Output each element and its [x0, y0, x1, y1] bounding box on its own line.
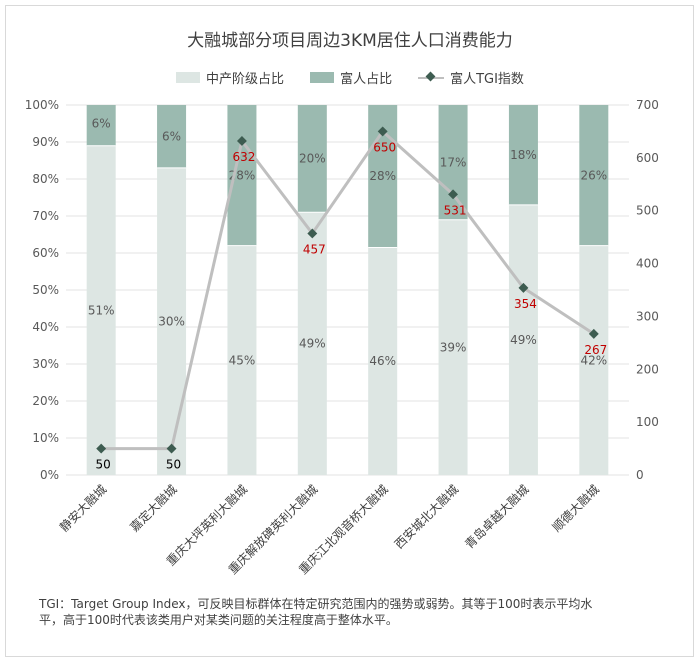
- y-left-tick-label: 50%: [32, 283, 59, 297]
- y-right-tick-label: 400: [636, 257, 659, 271]
- y-right-tick-label: 500: [636, 204, 659, 218]
- data-label-rich: 18%: [510, 148, 537, 162]
- legend-swatch-rich: [310, 71, 335, 83]
- data-label-rich: 6%: [162, 129, 181, 143]
- bar-rich: [579, 105, 609, 246]
- data-label-rich: 28%: [369, 169, 396, 183]
- y-right-tick-label: 600: [636, 151, 659, 165]
- data-label-middle-class: 45%: [229, 353, 256, 367]
- y-left-tick-label: 70%: [32, 209, 59, 223]
- tgi-value-label: 267: [584, 343, 607, 357]
- tgi-line: [101, 129, 595, 451]
- y-left-tick-label: 60%: [32, 246, 59, 260]
- footnote: TGI：Target Group Index，可反映目标群体在特定研究范围内的强…: [39, 597, 593, 627]
- legend-swatch-tgi: [418, 72, 445, 83]
- data-label-rich: 26%: [580, 168, 607, 182]
- data-label-middle-class: 30%: [158, 314, 185, 328]
- x-category-label: 西安城北大融城: [391, 482, 461, 552]
- x-category-label: 静安大融城: [56, 482, 109, 535]
- tgi-marker: [307, 228, 318, 239]
- data-label-middle-class: 51%: [88, 303, 115, 317]
- bar-middle-class: [508, 204, 538, 475]
- x-category-label: 顺德大融城: [549, 482, 602, 535]
- tgi-marker: [166, 443, 177, 454]
- y-right-tick-label: 100: [636, 415, 659, 429]
- y-left-tick-label: 90%: [32, 135, 59, 149]
- tgi-marker: [448, 189, 459, 200]
- legend-label-rich: 富人占比: [340, 71, 393, 87]
- y-left-tick-label: 10%: [32, 431, 59, 445]
- legend-item-middle-class: 中产阶级占比: [176, 67, 284, 87]
- tgi-value-label: 531: [444, 203, 467, 217]
- bar-middle-class: [438, 219, 468, 475]
- y-left-tick-label: 100%: [25, 98, 59, 112]
- y-right-tick-label: 700: [636, 98, 659, 112]
- tgi-value-label: 457: [303, 242, 326, 256]
- y-left-tick-label: 30%: [32, 357, 59, 371]
- chart-frame: [5, 5, 694, 657]
- data-label-middle-class: 49%: [299, 337, 326, 351]
- tgi-marker: [377, 126, 388, 137]
- bar-rich: [508, 105, 538, 205]
- tgi-marker: [518, 282, 529, 293]
- data-label-middle-class: 49%: [510, 333, 537, 347]
- y-right-tick-label: 0: [636, 468, 644, 482]
- chart-title: 大融城部分项目周边3KM居住人口消费能力: [187, 31, 513, 51]
- y-left-tick-label: 0%: [40, 468, 59, 482]
- bar-middle-class: [227, 245, 257, 475]
- legend-item-rich: 富人占比: [310, 67, 392, 87]
- x-category-label: 嘉定大融城: [127, 482, 180, 535]
- legend-label-middle-class: 中产阶级占比: [206, 71, 285, 87]
- x-category-label: 青岛卓越大融城: [462, 482, 532, 552]
- bar-middle-class: [86, 145, 116, 475]
- bar-middle-class: [157, 167, 187, 475]
- legend-item-tgi: 富人TGI指数: [418, 67, 524, 87]
- tgi-marker: [588, 328, 599, 339]
- y-left-tick-label: 20%: [32, 394, 59, 408]
- bar-rich: [297, 105, 327, 213]
- tgi-value-label: 354: [514, 297, 537, 311]
- data-label-rich: 6%: [92, 117, 111, 131]
- bar-middle-class: [579, 245, 609, 475]
- y-right-tick-label: 300: [636, 309, 659, 323]
- bar-middle-class: [368, 247, 398, 475]
- bar-rich: [157, 105, 187, 168]
- y-left-tick-label: 40%: [32, 320, 59, 334]
- chart-legend: 中产阶级占比 富人占比 富人TGI指数: [0, 67, 700, 87]
- bar-rich: [227, 105, 257, 246]
- data-label-middle-class: 42%: [580, 353, 607, 367]
- legend-label-tgi: 富人TGI指数: [450, 71, 524, 87]
- tgi-value-label: 632: [232, 150, 255, 164]
- tgi-value-label: 50: [166, 458, 181, 472]
- bar-rich: [438, 105, 468, 220]
- data-label-rich: 17%: [440, 155, 467, 169]
- legend-swatch-middle-class: [176, 71, 201, 83]
- tgi-value-label: 650: [373, 140, 396, 154]
- data-label-middle-class: 39%: [440, 340, 467, 354]
- y-left-tick-label: 80%: [32, 172, 59, 186]
- tgi-marker: [236, 135, 247, 146]
- data-label-rich: 20%: [299, 152, 326, 166]
- bar-rich: [86, 105, 116, 146]
- bar-middle-class: [297, 212, 327, 476]
- y-right-tick-label: 200: [636, 362, 659, 376]
- data-label-middle-class: 46%: [369, 354, 396, 368]
- tgi-value-label: 50: [96, 458, 111, 472]
